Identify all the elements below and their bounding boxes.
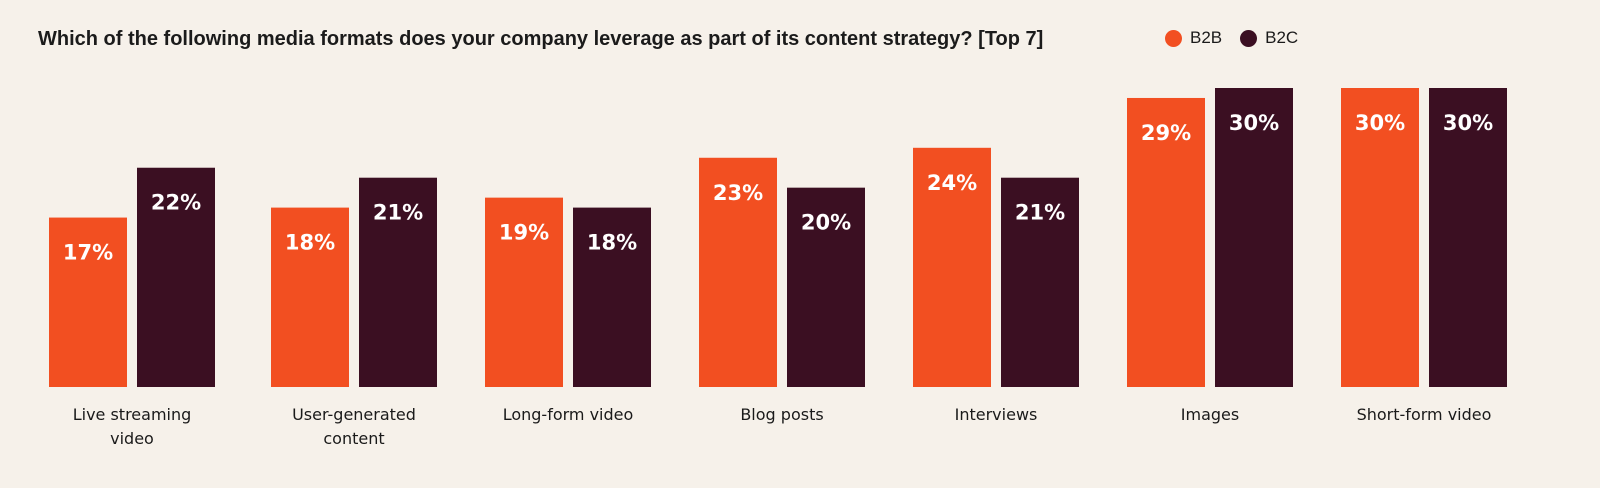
- category-label-blog-posts: Blog posts: [740, 405, 823, 424]
- legend-swatch-b2b: [1165, 29, 1182, 47]
- data-label-b2c-live-streaming-video: 22%: [151, 191, 201, 215]
- bar-b2b-interviews: [913, 147, 991, 387]
- chart-title: Which of the following media formats doe…: [38, 28, 1044, 50]
- legend-swatch-b2c: [1240, 29, 1258, 47]
- data-label-b2b-long-form-video: 19%: [499, 221, 549, 245]
- legend: B2B B2C: [1165, 28, 1298, 48]
- data-label-b2c-long-form-video: 18%: [587, 231, 637, 255]
- bar-b2b-short-form-video: [1341, 88, 1419, 387]
- data-label-b2c-interviews: 21%: [1015, 201, 1065, 225]
- category-label-user-generated-content-line-2: content: [323, 429, 384, 448]
- bar-b2c-blog-posts: [787, 187, 865, 387]
- legend-item-b2b: B2B: [1165, 28, 1222, 48]
- bar-b2b-user-generated-content: [271, 207, 349, 387]
- bar-b2c-short-form-video: [1429, 88, 1507, 387]
- data-label-b2b-live-streaming-video: 17%: [63, 241, 113, 265]
- category-label-user-generated-content-line-1: User-generated: [292, 405, 416, 424]
- data-label-b2c-user-generated-content: 21%: [373, 201, 423, 225]
- legend-item-b2c: B2C: [1240, 28, 1298, 48]
- bar-b2b-live-streaming-video: [49, 217, 127, 387]
- data-label-b2b-short-form-video: 30%: [1355, 111, 1405, 135]
- category-label-live-streaming-video-line-2: video: [110, 429, 154, 448]
- data-label-b2b-blog-posts: 23%: [713, 181, 763, 205]
- legend-label-b2c: B2C: [1265, 28, 1299, 47]
- category-label-long-form-video: Long-form video: [503, 405, 634, 424]
- bar-b2b-images: [1127, 97, 1205, 387]
- category-label-short-form-video: Short-form video: [1357, 405, 1492, 424]
- bar-b2c-interviews: [1001, 177, 1079, 387]
- data-label-b2b-images: 29%: [1141, 121, 1191, 145]
- legend-label-b2b: B2B: [1190, 28, 1223, 47]
- bar-b2b-blog-posts: [699, 157, 777, 387]
- bar-b2c-long-form-video: [573, 207, 651, 387]
- data-label-b2c-blog-posts: 20%: [801, 211, 851, 235]
- data-label-b2c-short-form-video: 30%: [1443, 111, 1493, 135]
- bar-b2c-images: [1215, 88, 1293, 387]
- category-label-interviews: Interviews: [955, 405, 1038, 424]
- bar-b2b-long-form-video: [485, 197, 563, 387]
- data-label-b2c-images: 30%: [1229, 111, 1279, 135]
- bar-b2c-user-generated-content: [359, 177, 437, 387]
- data-label-b2b-interviews: 24%: [927, 171, 977, 195]
- bar-b2c-live-streaming-video: [137, 167, 215, 387]
- category-label-images: Images: [1181, 405, 1239, 424]
- category-label-live-streaming-video-line-1: Live streaming: [73, 405, 192, 424]
- data-label-b2b-user-generated-content: 18%: [285, 231, 335, 255]
